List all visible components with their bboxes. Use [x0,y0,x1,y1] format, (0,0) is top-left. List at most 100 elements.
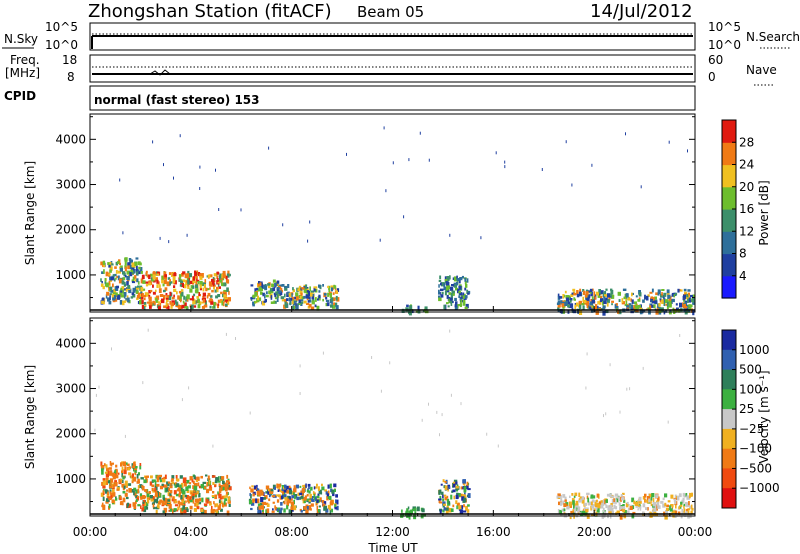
echo-cell [304,484,307,489]
echo-cell [584,294,588,298]
echo-cell [128,288,132,294]
echo-cell [129,271,133,277]
echo-cell [101,470,104,475]
echo-cell [273,300,277,304]
sparse-echo [240,208,242,212]
x-tick-label: 08:00 [274,525,309,539]
echo-cell [631,505,635,510]
echo-cell [444,485,448,491]
echo-cell [149,481,153,486]
echo-cell [213,284,216,287]
echo-cell [198,292,201,296]
echo-cell [226,510,230,516]
echo-cell [589,501,593,506]
echo-cell [683,505,685,509]
echo-cell [111,499,115,504]
echo-cell [692,294,695,297]
echo-cell [324,293,327,296]
echo-cell [276,499,280,503]
echo-cell [155,298,158,302]
echo-cell [291,495,295,499]
echo-cell [276,287,280,290]
echo-cell [119,300,123,305]
echo-cell [157,504,160,509]
echo-cell [323,505,327,511]
echo-cell [181,304,185,309]
echo-cell [260,288,263,291]
echo-cell [192,496,195,500]
echo-cell [422,310,425,313]
echo-cell [310,290,314,293]
sparse-echo [619,410,621,414]
echo-cell [284,301,287,307]
echo-cell [632,511,636,514]
echo-cell [171,475,175,479]
echo-cell [317,509,321,513]
echo-cell [602,305,606,309]
echo-cell [332,304,336,309]
echo-cell [208,487,213,491]
echo-cell [325,491,329,495]
echo-cell [222,485,225,488]
echo-cell [165,487,169,492]
echo-cell [144,489,148,492]
echo-cell [263,300,267,303]
echo-cell [601,502,604,506]
echo-cell [276,508,279,511]
echo-cell [567,304,570,308]
echo-cell [594,296,597,300]
echo-cell [440,483,443,486]
echo-cell [284,298,287,303]
echo-cell [258,286,262,292]
echo-cell [130,489,134,493]
echo-cell [623,296,626,300]
echo-cell [661,299,664,304]
echo-cell [254,300,256,304]
sparse-echo [322,351,324,355]
echo-cell [606,302,609,307]
nsky-right-tick-top: 10^5 [708,20,741,34]
echo-cell [180,280,183,284]
echo-cell [448,508,452,513]
sparse-echo [626,387,628,391]
colorbar-segment [722,468,736,489]
echo-cell [174,504,178,507]
echo-cell [276,280,280,284]
echo-cell [602,507,605,512]
echo-cell [108,467,112,470]
echo-cell [102,260,106,265]
echo-cell [662,497,665,501]
echo-cell [602,500,605,505]
echo-cell [451,300,454,304]
echo-cell [466,278,469,283]
echo-cell [564,301,568,306]
echo-cell [256,498,260,504]
echo-cell [688,300,692,303]
echo-cell [122,300,125,306]
echo-cell [250,284,254,287]
echo-cell [118,472,120,475]
echo-cell [112,283,114,288]
echo-cell [443,507,446,511]
echo-cell [293,499,295,505]
echo-cell [444,497,447,501]
echo-cell [619,514,623,520]
echo-cell [270,489,274,493]
echo-cell [163,271,167,275]
echo-cell [216,289,219,293]
echo-cell [172,276,176,281]
echo-cell [189,280,193,284]
echo-cell [120,462,123,467]
y-tick-label: 4000 [55,132,86,146]
echo-cell [270,301,274,304]
echo-cell [226,287,229,292]
echo-cell [440,288,444,292]
echo-cell [225,276,228,280]
y-tick-label: 2000 [55,427,86,441]
echo-cell [134,472,137,476]
echo-cell [686,307,689,311]
echo-cell [630,304,634,309]
echo-cell [226,300,228,304]
echo-cell [310,503,314,507]
echo-cell [587,290,590,293]
